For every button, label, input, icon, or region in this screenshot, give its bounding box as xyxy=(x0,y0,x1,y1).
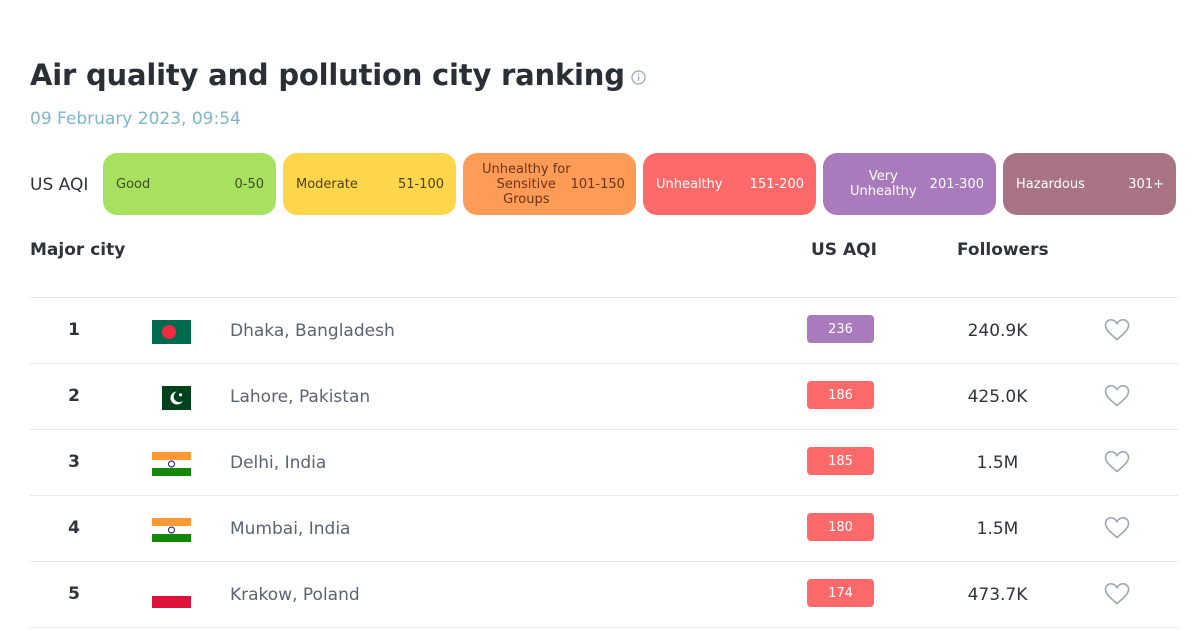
rank: 1 xyxy=(68,320,80,340)
heart-icon[interactable] xyxy=(1104,384,1130,408)
city-link[interactable]: Lahore, Pakistan xyxy=(230,387,371,407)
pakistan-flag-icon xyxy=(152,386,191,410)
legend-level-range: 101-150 xyxy=(570,176,625,192)
page-title: Air quality and pollution city ranking xyxy=(30,58,625,92)
legend-level-range: 0-50 xyxy=(234,176,264,192)
table-row[interactable]: 1 Dhaka, Bangladesh 236 240.9K xyxy=(30,297,1178,363)
column-header-followers: Followers xyxy=(957,240,1049,260)
india-flag-icon xyxy=(152,518,191,542)
info-icon[interactable] xyxy=(631,69,646,85)
table-row[interactable]: 3 Delhi, India 185 1.5M xyxy=(30,429,1178,495)
heart-icon[interactable] xyxy=(1104,450,1130,474)
followers-count: 425.0K xyxy=(967,387,1028,407)
ranking-table: 1 Dhaka, Bangladesh 236 240.9K 2 xyxy=(30,297,1178,628)
legend-unhealthy-sensitive: Unhealthy for Sensitive Groups 101-150 xyxy=(463,153,636,215)
followers-count: 473.7K xyxy=(967,585,1028,605)
table-row[interactable]: 2 Lahore, Pakistan 186 425.0K xyxy=(30,363,1178,429)
india-flag-icon xyxy=(152,452,191,476)
legend-unhealthy: Unhealthy 151-200 xyxy=(643,153,816,215)
legend-level-range: 301+ xyxy=(1128,176,1164,192)
legend-level-name: Unhealthy for Sensitive Groups xyxy=(482,161,571,207)
legend-level-range: 151-200 xyxy=(749,176,804,192)
legend-very-unhealthy: Very Unhealthy 201-300 xyxy=(823,153,996,215)
bangladesh-flag-icon xyxy=(152,320,191,344)
aqi-badge: 186 xyxy=(807,381,874,409)
aqi-badge: 236 xyxy=(807,315,874,343)
last-updated-date: 09 February 2023, 09:54 xyxy=(30,109,241,129)
page-header: Air quality and pollution city ranking xyxy=(30,58,646,92)
followers-count: 240.9K xyxy=(967,321,1028,341)
legend-level-name: Unhealthy xyxy=(656,176,723,192)
legend-moderate: Moderate 51-100 xyxy=(283,153,456,215)
legend-level-name: Good xyxy=(116,176,151,192)
table-header: Major city US AQI Followers xyxy=(0,240,1200,264)
legend-level-range: 51-100 xyxy=(397,176,444,192)
legend-good: Good 0-50 xyxy=(103,153,276,215)
table-row[interactable]: 5 Krakow, Poland 174 473.7K xyxy=(30,561,1178,627)
heart-icon[interactable] xyxy=(1104,582,1130,606)
legend-hazardous: Hazardous 301+ xyxy=(1003,153,1176,215)
column-header-city: Major city xyxy=(30,240,126,260)
poland-flag-icon xyxy=(152,584,191,608)
rank: 4 xyxy=(68,518,80,538)
followers-count: 1.5M xyxy=(976,519,1019,539)
legend-level-name: Hazardous xyxy=(1016,176,1085,192)
city-link[interactable]: Dhaka, Bangladesh xyxy=(230,321,395,341)
followers-count: 1.5M xyxy=(976,453,1019,473)
rank: 2 xyxy=(68,386,80,406)
table-row[interactable]: 4 Mumbai, India 180 1.5M xyxy=(30,495,1178,561)
heart-icon[interactable] xyxy=(1104,318,1130,342)
aqi-legend: Good 0-50 Moderate 51-100 Unhealthy for … xyxy=(103,153,1176,215)
aqi-badge: 185 xyxy=(807,447,874,475)
aqi-badge: 180 xyxy=(807,513,874,541)
heart-icon[interactable] xyxy=(1104,516,1130,540)
legend-level-name: Moderate xyxy=(296,176,358,192)
table-bottom-divider xyxy=(30,627,1178,628)
column-header-aqi: US AQI xyxy=(811,240,877,260)
rank: 5 xyxy=(68,584,80,604)
city-link[interactable]: Mumbai, India xyxy=(230,519,351,539)
aqi-scale-label: US AQI xyxy=(30,175,89,195)
city-link[interactable]: Delhi, India xyxy=(230,453,327,473)
aqi-badge: 174 xyxy=(807,579,874,607)
legend-level-name: Very Unhealthy xyxy=(850,169,917,199)
city-link[interactable]: Krakow, Poland xyxy=(230,585,360,605)
rank: 3 xyxy=(68,452,80,472)
legend-level-range: 201-300 xyxy=(929,176,984,192)
